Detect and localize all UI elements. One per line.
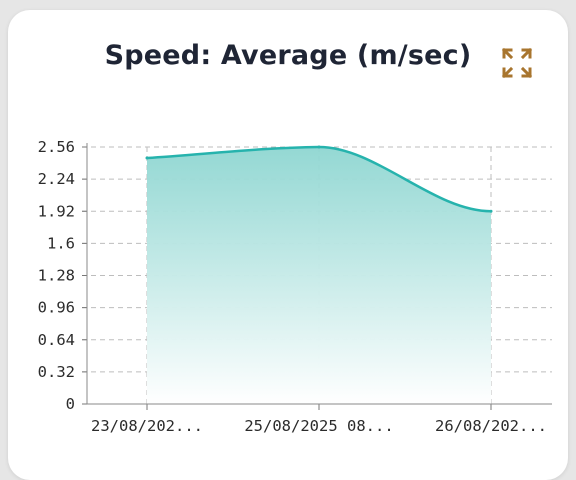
chart-plot: 0 0.32 0.64 0.96 1.28 1.6 1.92 2.24 2.56 23/08/20… bbox=[38, 138, 552, 435]
y-tick-label: 1.92 bbox=[38, 202, 75, 220]
data-point bbox=[317, 145, 321, 149]
expand-icon[interactable] bbox=[500, 46, 534, 80]
chart-title: Speed: Average (m/sec) bbox=[104, 40, 472, 71]
y-tick-label: 2.24 bbox=[38, 170, 75, 188]
series-area-fill bbox=[147, 147, 491, 404]
y-tick-label: 0.64 bbox=[38, 331, 75, 349]
x-tick-label: 25/08/2025 08... bbox=[244, 417, 393, 435]
x-tick-label: 23/08/202... bbox=[91, 417, 203, 435]
data-point bbox=[145, 156, 149, 160]
data-point bbox=[489, 209, 493, 213]
y-tick-label: 0.96 bbox=[38, 299, 75, 317]
y-tick-label: 0.32 bbox=[38, 363, 75, 381]
x-tick-label: 26/08/202... bbox=[435, 417, 547, 435]
y-tick-label: 1.28 bbox=[38, 267, 75, 285]
y-tick-label: 0 bbox=[66, 395, 75, 413]
y-tick-label: 2.56 bbox=[38, 138, 75, 156]
y-tick-label: 1.6 bbox=[47, 234, 75, 252]
